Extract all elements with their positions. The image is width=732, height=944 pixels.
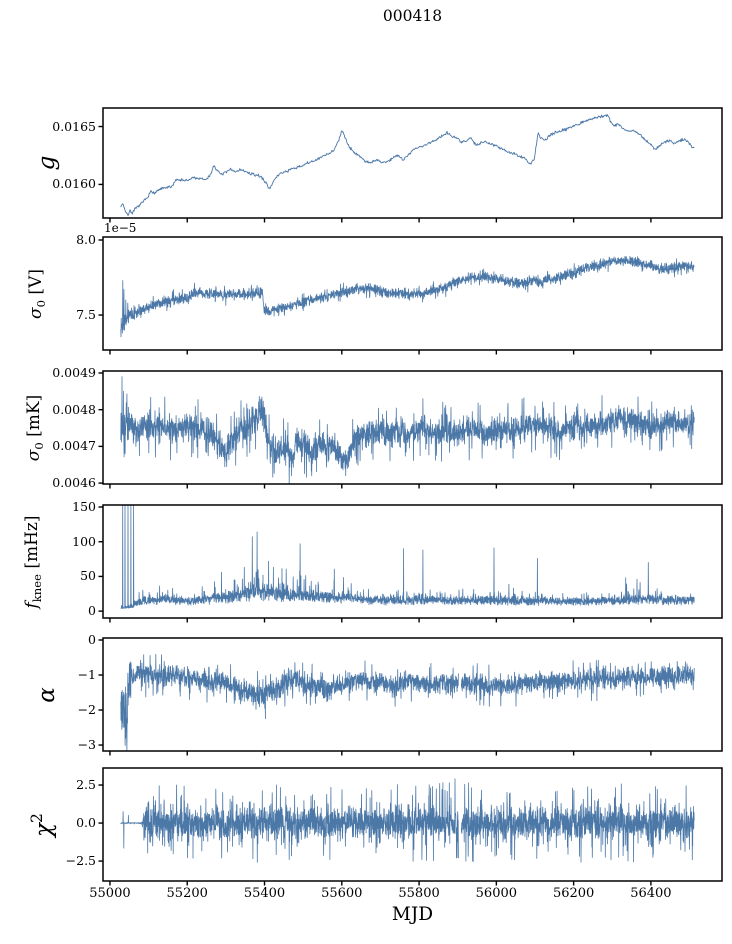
series-g [120,114,695,217]
panel-sigma0-V [98,236,723,355]
series-alpha [120,653,695,752]
series-fknee [120,504,695,609]
axes-spines-sigma0-V [102,236,723,351]
panel-sigma0-mK [98,370,723,489]
panel-fknee [98,504,723,623]
y-tick-label-sigma0-V: 7.5 [76,307,96,323]
y-axis-label-sigma0-V: σ0 [V] [25,268,49,319]
panel-alpha [98,637,723,756]
axes-spines-g [102,107,723,219]
y-tick-label-fknee: 50 [80,568,96,584]
y-axis-label-fknee: fknee [mHz] [21,515,45,608]
axes-spines-chi2 [102,767,723,882]
x-tick-label: 56000 [475,886,518,901]
y-tick-label-alpha: −2 [77,702,96,718]
x-tick-label: 55600 [321,886,363,901]
y-tick-label-sigma0-V: 8.0 [76,232,96,247]
y-tick-label-sigma0-mK: 0.0047 [52,438,96,454]
figure-title: 000418 [382,7,443,25]
series-sigma0-V [120,255,695,338]
x-tick-label: 55000 [89,886,131,901]
panel-chi2 [98,767,723,886]
y-tick-label-alpha: 0 [88,631,96,647]
y-axis-label-g: g [34,155,60,171]
x-tick-label: 55400 [243,886,286,901]
y-tick-label-fknee: 100 [72,533,96,549]
y-tick-label-sigma0-mK: 0.0048 [52,401,96,417]
axes-spines-sigma0-mK [102,370,723,485]
y-tick-label-chi2: −2.5 [65,853,96,869]
y-tick-label-sigma0-mK: 0.0046 [52,475,96,491]
axes-spines-fknee [102,504,723,619]
panel-g [98,107,723,223]
y-tick-label-g: 0.0165 [52,118,96,134]
x-axis-label: MJD [391,904,434,925]
x-tick-label: 55800 [398,886,440,901]
y-tick-label-fknee: 0 [88,603,96,619]
y-tick-label-chi2: 0.0 [76,815,96,831]
y-tick-label-sigma0-mK: 0.0049 [52,364,96,380]
x-tick-label: 56400 [630,886,672,901]
x-tick-label: 55200 [166,886,208,901]
y-axis-offset-text: 1e−5 [104,221,137,235]
y-tick-label-g: 0.0160 [52,176,96,192]
y-tick-label-chi2: 2.5 [76,777,96,793]
y-axis-label-sigma0-mK: σ0 [mK] [23,394,47,461]
axes-spines-alpha [102,637,723,752]
x-tick-label: 56200 [552,886,595,901]
y-tick-label-fknee: 150 [72,499,96,514]
y-axis-label-alpha: α [34,686,60,703]
y-tick-label-alpha: −1 [77,667,96,682]
y-tick-label-alpha: −3 [77,737,96,753]
series-sigma0-mK [120,376,695,485]
y-axis-label-chi2: χ2 [27,812,57,837]
series-chi2 [120,778,695,863]
